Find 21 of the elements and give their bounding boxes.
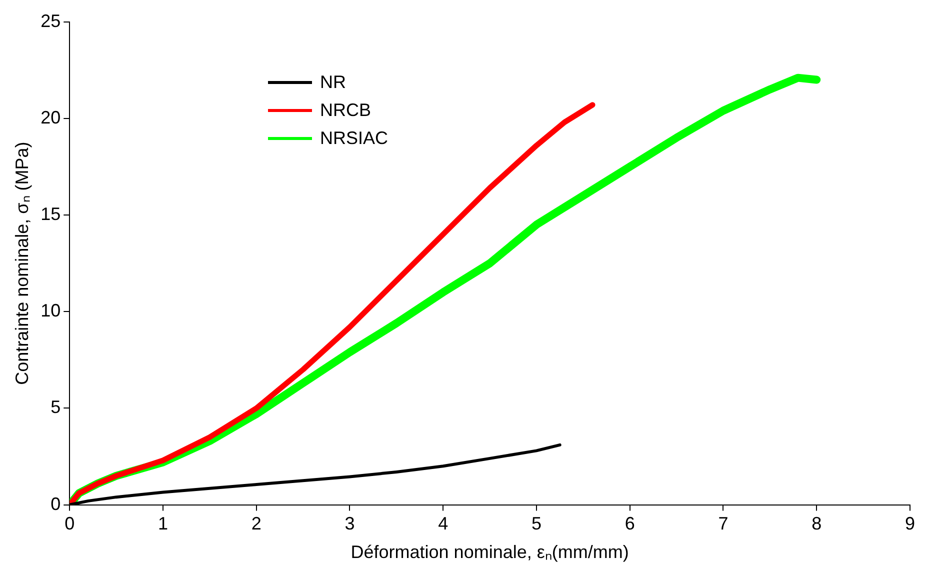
x-tick-label: 5: [531, 514, 542, 534]
legend-label: NR: [320, 72, 346, 92]
x-tick-label: 6: [624, 514, 635, 534]
y-tick-label: 25: [40, 10, 61, 31]
x-tick-label: 4: [438, 514, 448, 534]
legend-label: NRSIAC: [320, 128, 388, 148]
x-tick-label: 0: [64, 514, 75, 534]
legend-label: NRCB: [320, 100, 372, 120]
y-axis-title: Contrainte nominale, σₙ (MPa): [12, 142, 32, 385]
x-tick-label: 2: [251, 514, 262, 534]
y-tick-label: 10: [40, 300, 61, 321]
x-tick-label: 1: [158, 514, 168, 534]
y-tick-label: 0: [50, 494, 61, 514]
x-axis-title: Déformation nominale, εₙ(mm/mm): [350, 542, 629, 562]
y-tick-label: 5: [50, 397, 61, 418]
x-tick-label: 9: [904, 514, 916, 534]
x-tick-label: 3: [344, 514, 355, 534]
y-tick-label: 20: [40, 107, 61, 128]
x-tick-label: 7: [718, 514, 728, 534]
x-tick-label: 8: [812, 514, 822, 534]
y-tick-label: 15: [40, 204, 61, 224]
